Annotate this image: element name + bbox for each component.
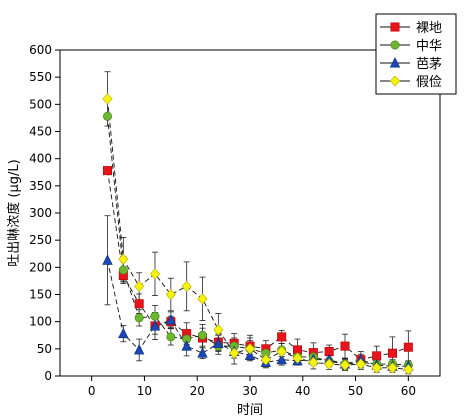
- legend-label: 芭茅: [416, 57, 442, 72]
- data-point: [260, 354, 271, 366]
- data-point: [181, 340, 192, 351]
- y-tick-label: 300: [29, 206, 52, 220]
- data-point: [244, 349, 256, 360]
- plot-frame: [59, 49, 441, 377]
- y-tick-label: 350: [29, 179, 52, 193]
- data-point: [387, 348, 397, 358]
- data-point: [197, 293, 208, 305]
- data-point: [133, 344, 145, 355]
- y-tick-label: 250: [29, 233, 52, 247]
- legend-label: 中华: [416, 39, 442, 54]
- legend-marker: [389, 75, 401, 87]
- x-tick-label: 20: [190, 384, 205, 398]
- data-point: [149, 268, 161, 280]
- data-point: [213, 324, 224, 336]
- data-point: [118, 327, 129, 339]
- data-point: [355, 358, 366, 370]
- legend-label: 裸地: [416, 21, 442, 36]
- data-point: [371, 362, 382, 374]
- data-point: [403, 342, 413, 352]
- data-point: [340, 341, 350, 351]
- data-point: [277, 332, 287, 342]
- data-point: [372, 351, 382, 361]
- y-tick-label: 100: [29, 315, 52, 329]
- data-point: [103, 166, 113, 176]
- legend-marker: [390, 40, 400, 50]
- x-tick-label: 0: [88, 384, 96, 398]
- y-axis-title: 吐出啉浓度 (μg/L): [6, 159, 22, 266]
- data-point: [324, 358, 335, 370]
- data-point: [244, 343, 256, 355]
- series-markers: [102, 93, 414, 376]
- data-point: [276, 345, 287, 358]
- data-point: [276, 353, 287, 365]
- y-tick-label: 550: [29, 70, 52, 84]
- x-tick-label: 60: [401, 384, 416, 398]
- x-axis: 0 10 20 30 40 50 60: [88, 376, 416, 398]
- data-point: [403, 363, 414, 376]
- legend-marker: [390, 22, 400, 32]
- y-tick-label: 0: [44, 369, 52, 383]
- y-axis: 0 50 100 150 200 250 300 350 400 450 500 550 600: [29, 43, 60, 383]
- y-tick-label: 400: [29, 152, 52, 166]
- y-tick-label: 200: [29, 260, 52, 274]
- y-tick-label: 600: [29, 43, 52, 57]
- x-tick-label: 50: [348, 384, 363, 398]
- y-tick-label: 50: [37, 342, 52, 356]
- data-point: [134, 313, 144, 323]
- series-line-4: [107, 98, 409, 370]
- data-point: [229, 347, 240, 359]
- y-tick-label: 450: [29, 125, 52, 139]
- data-point: [292, 352, 303, 364]
- data-point: [118, 265, 128, 275]
- data-point: [308, 356, 319, 369]
- x-tick-label: 30: [242, 384, 257, 398]
- y-tick-label: 150: [29, 288, 52, 302]
- series-line-1: [107, 170, 409, 361]
- data-point: [149, 320, 161, 331]
- data-point: [118, 253, 129, 265]
- data-point: [197, 347, 208, 358]
- legend-marker: [389, 57, 401, 68]
- x-tick-label: 40: [295, 384, 310, 398]
- data-point: [387, 362, 398, 374]
- data-point: [181, 280, 192, 292]
- data-point: [213, 337, 224, 348]
- data-point: [165, 314, 177, 325]
- data-point: [102, 93, 113, 105]
- x-tick-label: 10: [137, 384, 152, 398]
- data-point: [134, 280, 145, 292]
- data-point: [134, 299, 144, 309]
- legend-label: 假俭: [416, 74, 442, 90]
- data-point: [102, 254, 113, 265]
- data-point: [166, 332, 176, 342]
- data-point: [339, 359, 351, 371]
- data-point: [165, 288, 176, 301]
- x-axis-title: 时间: [237, 403, 263, 418]
- data-point: [150, 311, 160, 321]
- data-point: [103, 111, 113, 121]
- y-tick-label: 500: [29, 97, 52, 111]
- data-point: [198, 330, 208, 340]
